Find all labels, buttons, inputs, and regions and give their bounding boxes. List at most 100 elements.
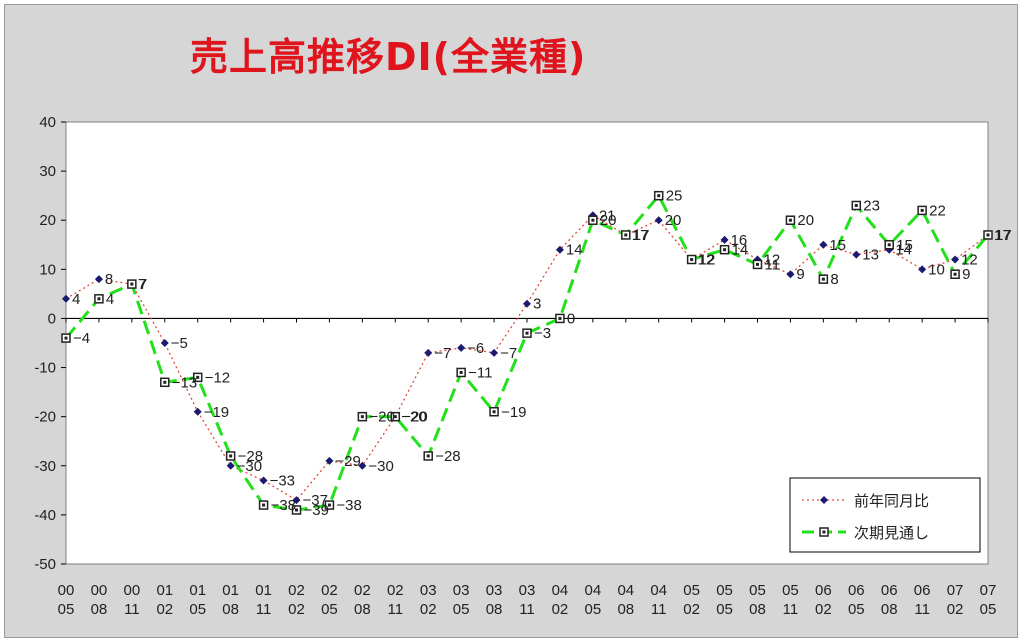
- x-tick-label-month: 11: [256, 601, 272, 618]
- marker-yoy: [424, 348, 433, 357]
- marker-outlook-center: [953, 272, 957, 276]
- data-label-outlook: 20: [797, 212, 814, 229]
- y-tick-label: -30: [34, 458, 56, 475]
- legend-box: [789, 477, 981, 553]
- data-label-yoy: 8: [105, 271, 113, 288]
- x-tick-label-month: 11: [651, 601, 667, 618]
- marker-yoy: [160, 339, 169, 347]
- data-label-yoy: 21: [599, 207, 616, 224]
- x-tick-label-year: 01: [222, 582, 239, 599]
- marker-outlook-center: [492, 410, 496, 414]
- data-label-outlook: 22: [929, 202, 946, 219]
- x-tick-label-year: 02: [288, 582, 305, 599]
- marker-outlook-center: [130, 282, 134, 286]
- data-label-yoy: 20: [665, 212, 682, 229]
- x-tick-label-year: 00: [91, 582, 108, 599]
- marker-yoy: [292, 496, 301, 505]
- data-label-outlook: 25: [666, 188, 683, 205]
- legend-marker-yoy: [820, 496, 828, 504]
- data-label-yoy: 4: [72, 291, 80, 308]
- x-tick-label-month: 02: [288, 601, 305, 618]
- data-label-yoy: 14: [566, 242, 583, 259]
- marker-outlook-center: [327, 503, 331, 507]
- x-tick-label-year: 05: [749, 582, 766, 599]
- marker-yoy: [226, 461, 235, 470]
- x-tick-label-month: 11: [519, 601, 535, 618]
- data-label-outlook: −13: [172, 374, 197, 391]
- data-label-yoy: 3: [533, 296, 541, 313]
- marker-outlook-center: [196, 375, 200, 379]
- marker-yoy: [786, 270, 795, 279]
- marker-yoy: [819, 240, 828, 249]
- y-tick-label: -20: [34, 409, 56, 426]
- marker-outlook-center: [262, 503, 266, 507]
- marker-outlook-center: [229, 454, 233, 458]
- x-tick-label-month: 05: [189, 601, 206, 618]
- data-label-yoy: 12: [961, 252, 978, 269]
- x-tick-label-month: 02: [420, 601, 437, 618]
- marker-outlook-center: [723, 248, 727, 252]
- x-tick-label-month: 08: [91, 601, 108, 618]
- x-tick-label-year: 03: [486, 582, 503, 599]
- x-tick-label-year: 06: [815, 582, 832, 599]
- marker-yoy: [918, 265, 927, 274]
- marker-outlook-center: [360, 415, 364, 419]
- data-label-outlook: −20: [402, 409, 427, 426]
- data-label-yoy: 12: [764, 252, 781, 269]
- data-label-outlook: 17: [995, 227, 1012, 244]
- x-tick-label-month: 11: [387, 601, 403, 618]
- x-tick-label-year: 05: [782, 582, 799, 599]
- x-tick-label-year: 04: [585, 582, 602, 599]
- x-tick-label-month: 02: [156, 601, 173, 618]
- data-label-yoy: 17: [632, 227, 649, 244]
- data-label-outlook: 23: [863, 197, 880, 214]
- legend-marker-outlook-center: [822, 530, 826, 534]
- legend-label-yoy: 前年同月比: [854, 493, 929, 510]
- x-tick-label-year: 05: [683, 582, 700, 599]
- x-tick-label-month: 11: [783, 601, 799, 618]
- x-tick-label-month: 02: [815, 601, 832, 618]
- y-tick-label: 30: [39, 163, 56, 180]
- data-label-outlook: 0: [567, 310, 575, 327]
- data-label-yoy: −5: [171, 335, 188, 352]
- data-label-outlook: −11: [468, 364, 492, 381]
- marker-outlook-center: [591, 218, 595, 222]
- x-tick-label-month: 05: [848, 601, 865, 618]
- marker-yoy: [358, 461, 367, 470]
- marker-yoy: [490, 348, 499, 357]
- x-tick-label-year: 00: [58, 582, 75, 599]
- data-label-yoy: −30: [237, 458, 262, 475]
- y-tick-label: 10: [39, 261, 56, 278]
- data-label-outlook: 15: [896, 237, 913, 254]
- marker-yoy: [852, 250, 861, 259]
- marker-yoy: [259, 476, 268, 485]
- data-label-outlook: −39: [304, 502, 329, 519]
- y-tick-label: -40: [34, 507, 56, 524]
- x-tick-label-month: 05: [585, 601, 602, 618]
- x-tick-label-month: 08: [486, 601, 503, 618]
- marker-outlook-center: [97, 297, 101, 301]
- x-tick-label-month: 05: [321, 601, 338, 618]
- x-tick-label-year: 06: [848, 582, 865, 599]
- data-label-outlook: 20: [600, 212, 617, 229]
- marker-outlook-center: [295, 508, 298, 512]
- x-tick-label-month: 08: [354, 601, 371, 618]
- legend-label-outlook: 次期見通し: [854, 525, 929, 542]
- x-tick-label-year: 04: [617, 582, 634, 599]
- marker-yoy: [193, 407, 202, 416]
- x-tick-label-month: 05: [980, 601, 997, 618]
- data-label-outlook: 8: [830, 271, 838, 288]
- x-tick-label-year: 03: [453, 582, 470, 599]
- data-label-yoy: −29: [335, 453, 360, 470]
- marker-outlook-center: [887, 243, 891, 247]
- x-tick-label-month: 05: [716, 601, 733, 618]
- data-label-outlook: −19: [501, 404, 526, 421]
- data-label-outlook: 4: [106, 291, 114, 308]
- marker-outlook-center: [558, 316, 562, 320]
- data-label-outlook: 7: [139, 276, 147, 293]
- marker-yoy: [325, 456, 334, 465]
- marker-yoy: [94, 275, 103, 284]
- y-tick-label: 0: [48, 310, 56, 327]
- data-label-yoy: −30: [368, 458, 393, 475]
